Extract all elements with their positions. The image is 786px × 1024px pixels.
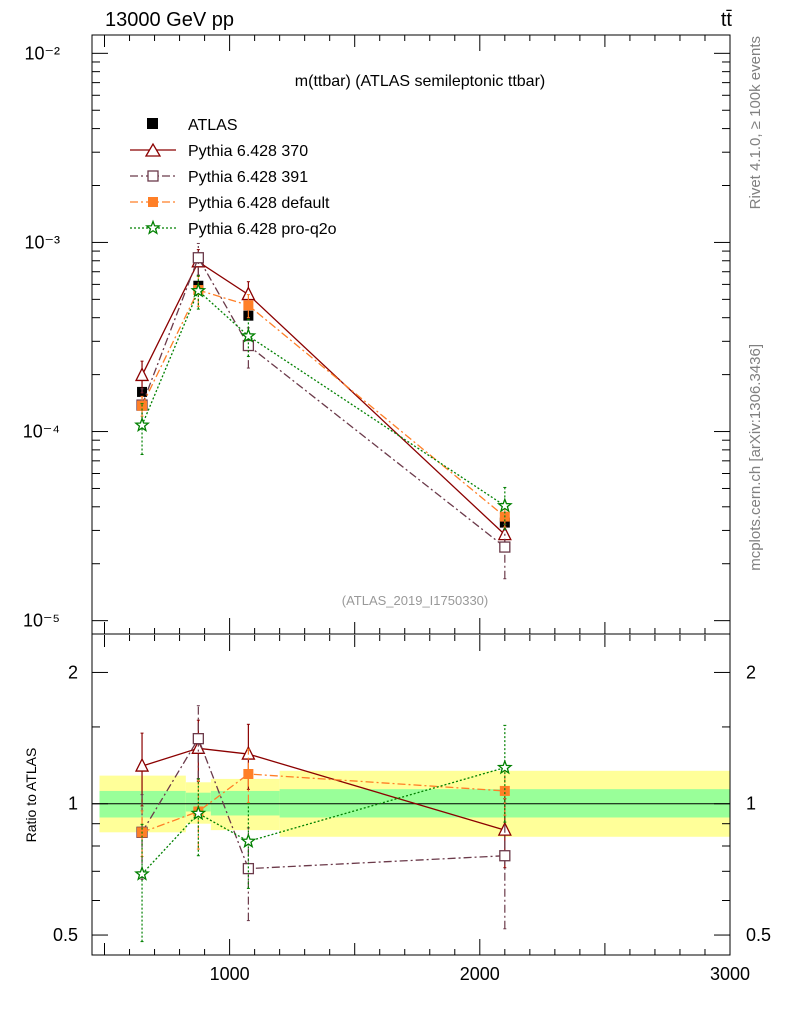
data-point (240, 832, 257, 849)
series-line-pythia-6-428-default (141, 773, 505, 833)
x-tick-label: 1000 (210, 964, 250, 984)
ratio-y-tick-label: 0.5 (53, 925, 78, 945)
legend-label: Pythia 6.428 391 (188, 169, 308, 186)
ratio-y-tick-label-right: 2 (746, 662, 756, 682)
axis-ticks (92, 35, 731, 955)
data-point (499, 850, 511, 862)
y-tick-label: 10⁻³ (24, 232, 60, 252)
legend-marker-391 (147, 170, 159, 182)
data-point (240, 327, 257, 343)
data-point (499, 541, 511, 553)
y-tick-label: 10⁻⁵ (23, 611, 60, 631)
data-point (192, 252, 204, 264)
data-point (242, 339, 255, 352)
x-tick-label: 3000 (710, 964, 750, 984)
series-line-pythia-6-428-370 (141, 747, 506, 831)
legend-marker-370 (144, 142, 162, 157)
ratio-y-tick-label: 2 (68, 662, 78, 682)
x-tick-label: 2000 (460, 964, 500, 984)
rivet-label: Rivet 4.1.0, ≥ 100k events (747, 36, 764, 209)
main-title: m(ttbar) (ATLAS semileptonic ttbar) (295, 73, 545, 90)
series-line-pythia-6-428-default (141, 289, 506, 518)
data-point (496, 497, 513, 513)
data-point (190, 805, 207, 821)
band-inner (210, 790, 280, 816)
mcplots-label: mcplots.cern.ch [arXiv:1306.3436] (747, 344, 764, 571)
legend-label: ATLAS (188, 117, 238, 134)
series-line-pythia-6-428-pro-q2o (141, 767, 506, 875)
data-point (134, 416, 150, 432)
ratio-y-tick-label: 1 (68, 794, 78, 814)
ratio-y-tick-label-right: 0.5 (746, 925, 771, 945)
data-point (192, 733, 204, 745)
data-point (134, 865, 150, 881)
series-line-pythia-6-428-370 (141, 260, 506, 536)
data-point (499, 785, 510, 796)
y-tick-label: 10⁻⁴ (23, 422, 60, 442)
series-line-pythia-6-428-391 (141, 256, 506, 548)
analysis-tag: (ATLAS_2019_I1750330) (342, 593, 488, 608)
ratio-y-tick-label-right: 1 (746, 794, 756, 814)
ratio-panel-series (134, 705, 513, 943)
header-right: tt̄ (721, 9, 733, 31)
data-point (243, 769, 254, 780)
header-left: 13000 GeV pp (105, 9, 234, 31)
legend-marker-default (148, 197, 158, 207)
data-point (190, 282, 207, 298)
series-line-pythia-6-428-391 (141, 737, 505, 870)
legend-label: Pythia 6.428 pro-q2o (188, 221, 337, 238)
data-point (134, 366, 150, 382)
ratio-panel-frame (91, 633, 731, 956)
y-tick-label: 10⁻² (24, 43, 60, 63)
ratio-y-axis-label: Ratio to ATLAS (23, 748, 39, 843)
legend-marker-q2o (145, 219, 161, 235)
legend: ATLAS Pythia 6.428 370 Pythia 6.428 391 … (130, 117, 337, 238)
legend-label: Pythia 6.428 370 (188, 143, 308, 160)
data-point (496, 759, 513, 775)
legend-label: Pythia 6.428 default (188, 195, 330, 212)
series-line-pythia-6-428-pro-q2o (141, 289, 506, 507)
main-panel-series (134, 242, 513, 580)
data-point (134, 757, 150, 772)
legend-marker-atlas (147, 118, 158, 129)
data-point (243, 300, 254, 311)
